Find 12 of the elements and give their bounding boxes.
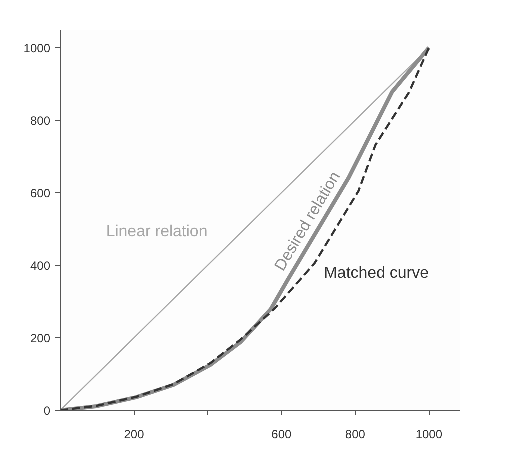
y-tick-label: 800	[30, 114, 51, 128]
x-tick-label: 800	[345, 428, 366, 442]
series-label: Matched curve	[324, 265, 430, 282]
x-tick-label: 200	[124, 428, 145, 442]
x-tick-label: 1000	[416, 428, 443, 442]
y-tick-label: 1000	[24, 41, 51, 56]
y-tick-label: 600	[30, 186, 51, 200]
x-tick-label: 600	[272, 428, 292, 442]
y-tick-label: 200	[30, 331, 51, 346]
series-label: Linear relation	[106, 224, 208, 241]
y-tick-label: 400	[30, 258, 51, 273]
y-tick-label: 0	[44, 404, 51, 418]
